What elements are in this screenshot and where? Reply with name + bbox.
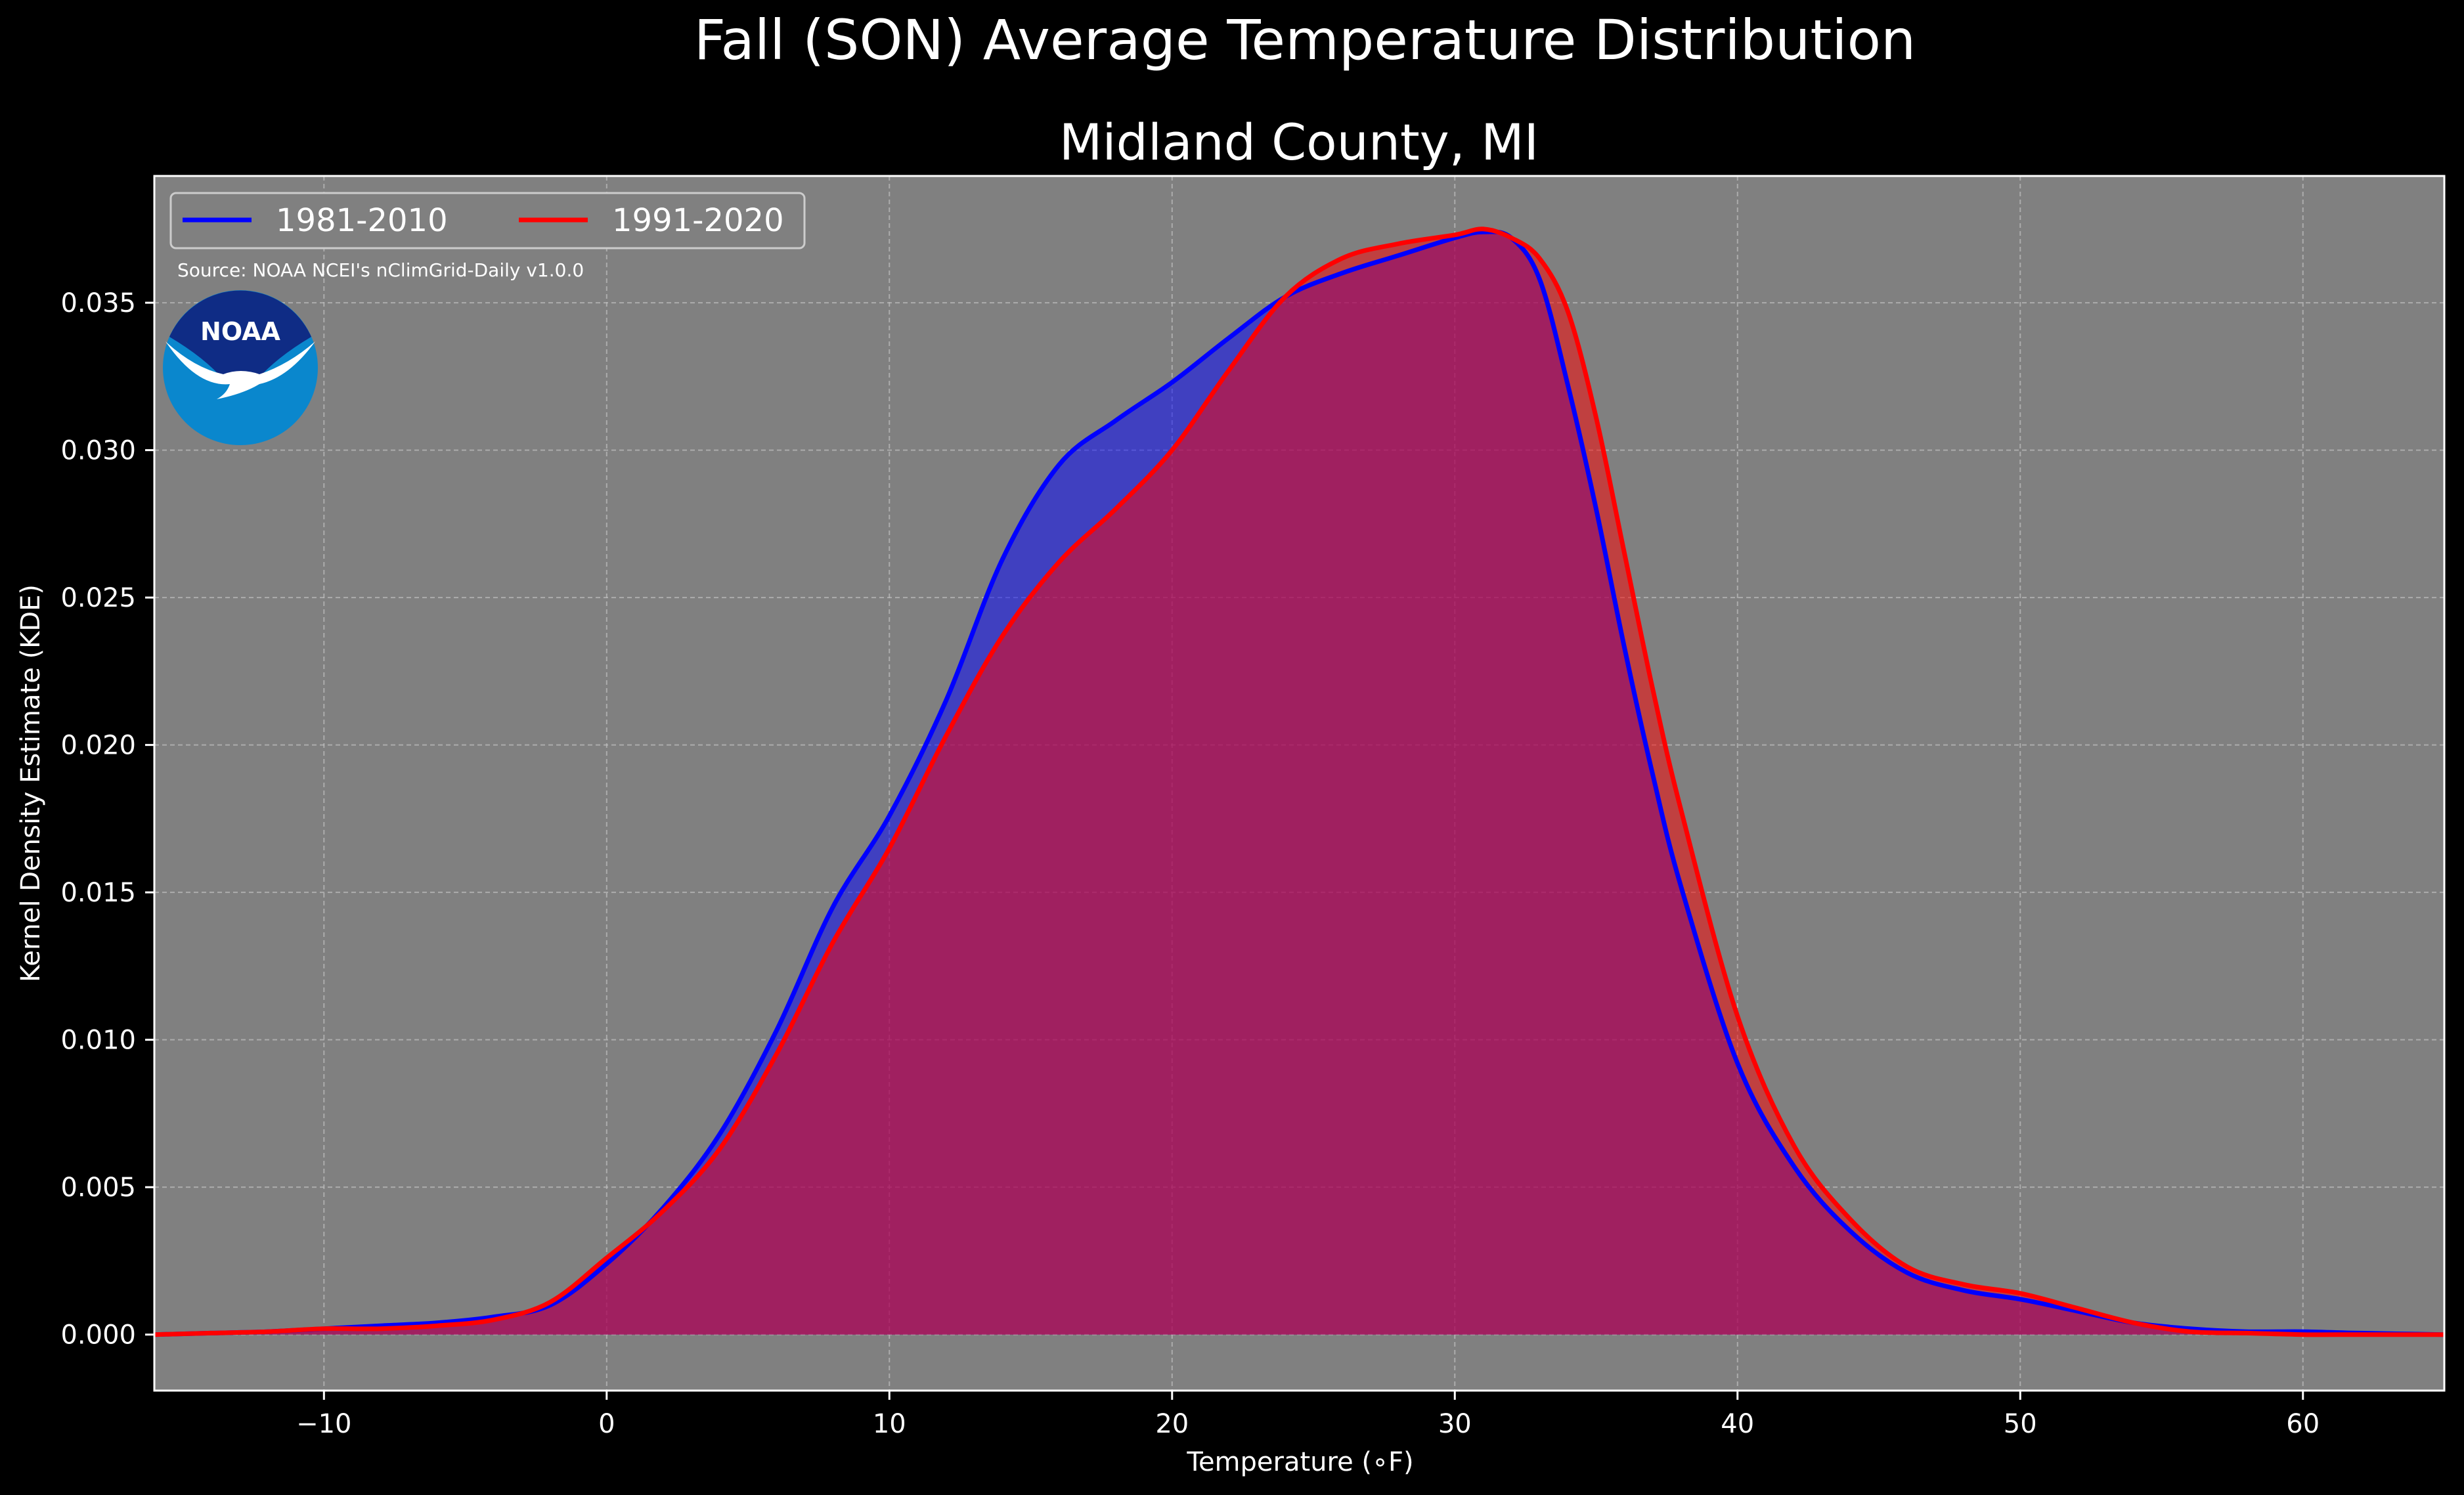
series-fill-1991-2020 bbox=[154, 228, 2444, 1335]
noaa-logo-top bbox=[169, 290, 311, 381]
chart-suptitle: Fall (SON) Average Temperature Distribut… bbox=[694, 8, 1916, 72]
y-tick-label: 0.030 bbox=[60, 436, 136, 466]
x-tick-label: 0 bbox=[598, 1409, 615, 1439]
y-axis-label: Kernel Density Estimate (KDE) bbox=[16, 584, 46, 982]
y-tick-label: 0.005 bbox=[60, 1173, 136, 1203]
y-tick-label: 0.015 bbox=[60, 878, 136, 908]
y-tick-label: 0.025 bbox=[60, 583, 136, 613]
series-line-1991-2020 bbox=[154, 227, 2444, 1337]
legend: 1981-2010 1991-2020 bbox=[169, 192, 806, 249]
x-axis-label: Temperature (∘F) bbox=[1186, 1447, 1413, 1477]
noaa-logo-gull bbox=[165, 341, 315, 399]
legend-box bbox=[169, 192, 806, 249]
noaa-logo-text: NOAA bbox=[200, 317, 280, 346]
plot-frame bbox=[153, 175, 2446, 1392]
x-tick-label: 20 bbox=[1155, 1409, 1189, 1439]
x-tick-label: 10 bbox=[873, 1409, 906, 1439]
x-tick-label: 50 bbox=[2004, 1409, 2037, 1439]
x-tick-label: −10 bbox=[296, 1409, 351, 1439]
x-tick-label: 30 bbox=[1438, 1409, 1472, 1439]
y-tick-label: 0.035 bbox=[60, 288, 136, 318]
legend-label-1991-2020: 1991-2020 bbox=[612, 202, 784, 239]
chart-title: Midland County, MI bbox=[1059, 113, 1539, 171]
source-annotation: Source: NOAA NCEI's nClimGrid-Daily v1.0… bbox=[177, 259, 584, 281]
x-tick-label: 60 bbox=[2286, 1409, 2320, 1439]
y-tick-label: 0.010 bbox=[60, 1026, 136, 1056]
series-line-1981-2010 bbox=[154, 229, 2445, 1337]
noaa-logo-icon: NOAA bbox=[163, 290, 318, 445]
y-tick-label: 0.020 bbox=[60, 731, 136, 761]
legend-label-1981-2010: 1981-2010 bbox=[276, 202, 448, 239]
x-tick-label: 40 bbox=[1721, 1409, 1754, 1439]
y-tick-label: 0.000 bbox=[60, 1320, 136, 1351]
plot-area: −10 0 10 20 30 40 50 60 0.000 0.005 0.010 0.015 0.02… bbox=[60, 175, 2446, 1439]
